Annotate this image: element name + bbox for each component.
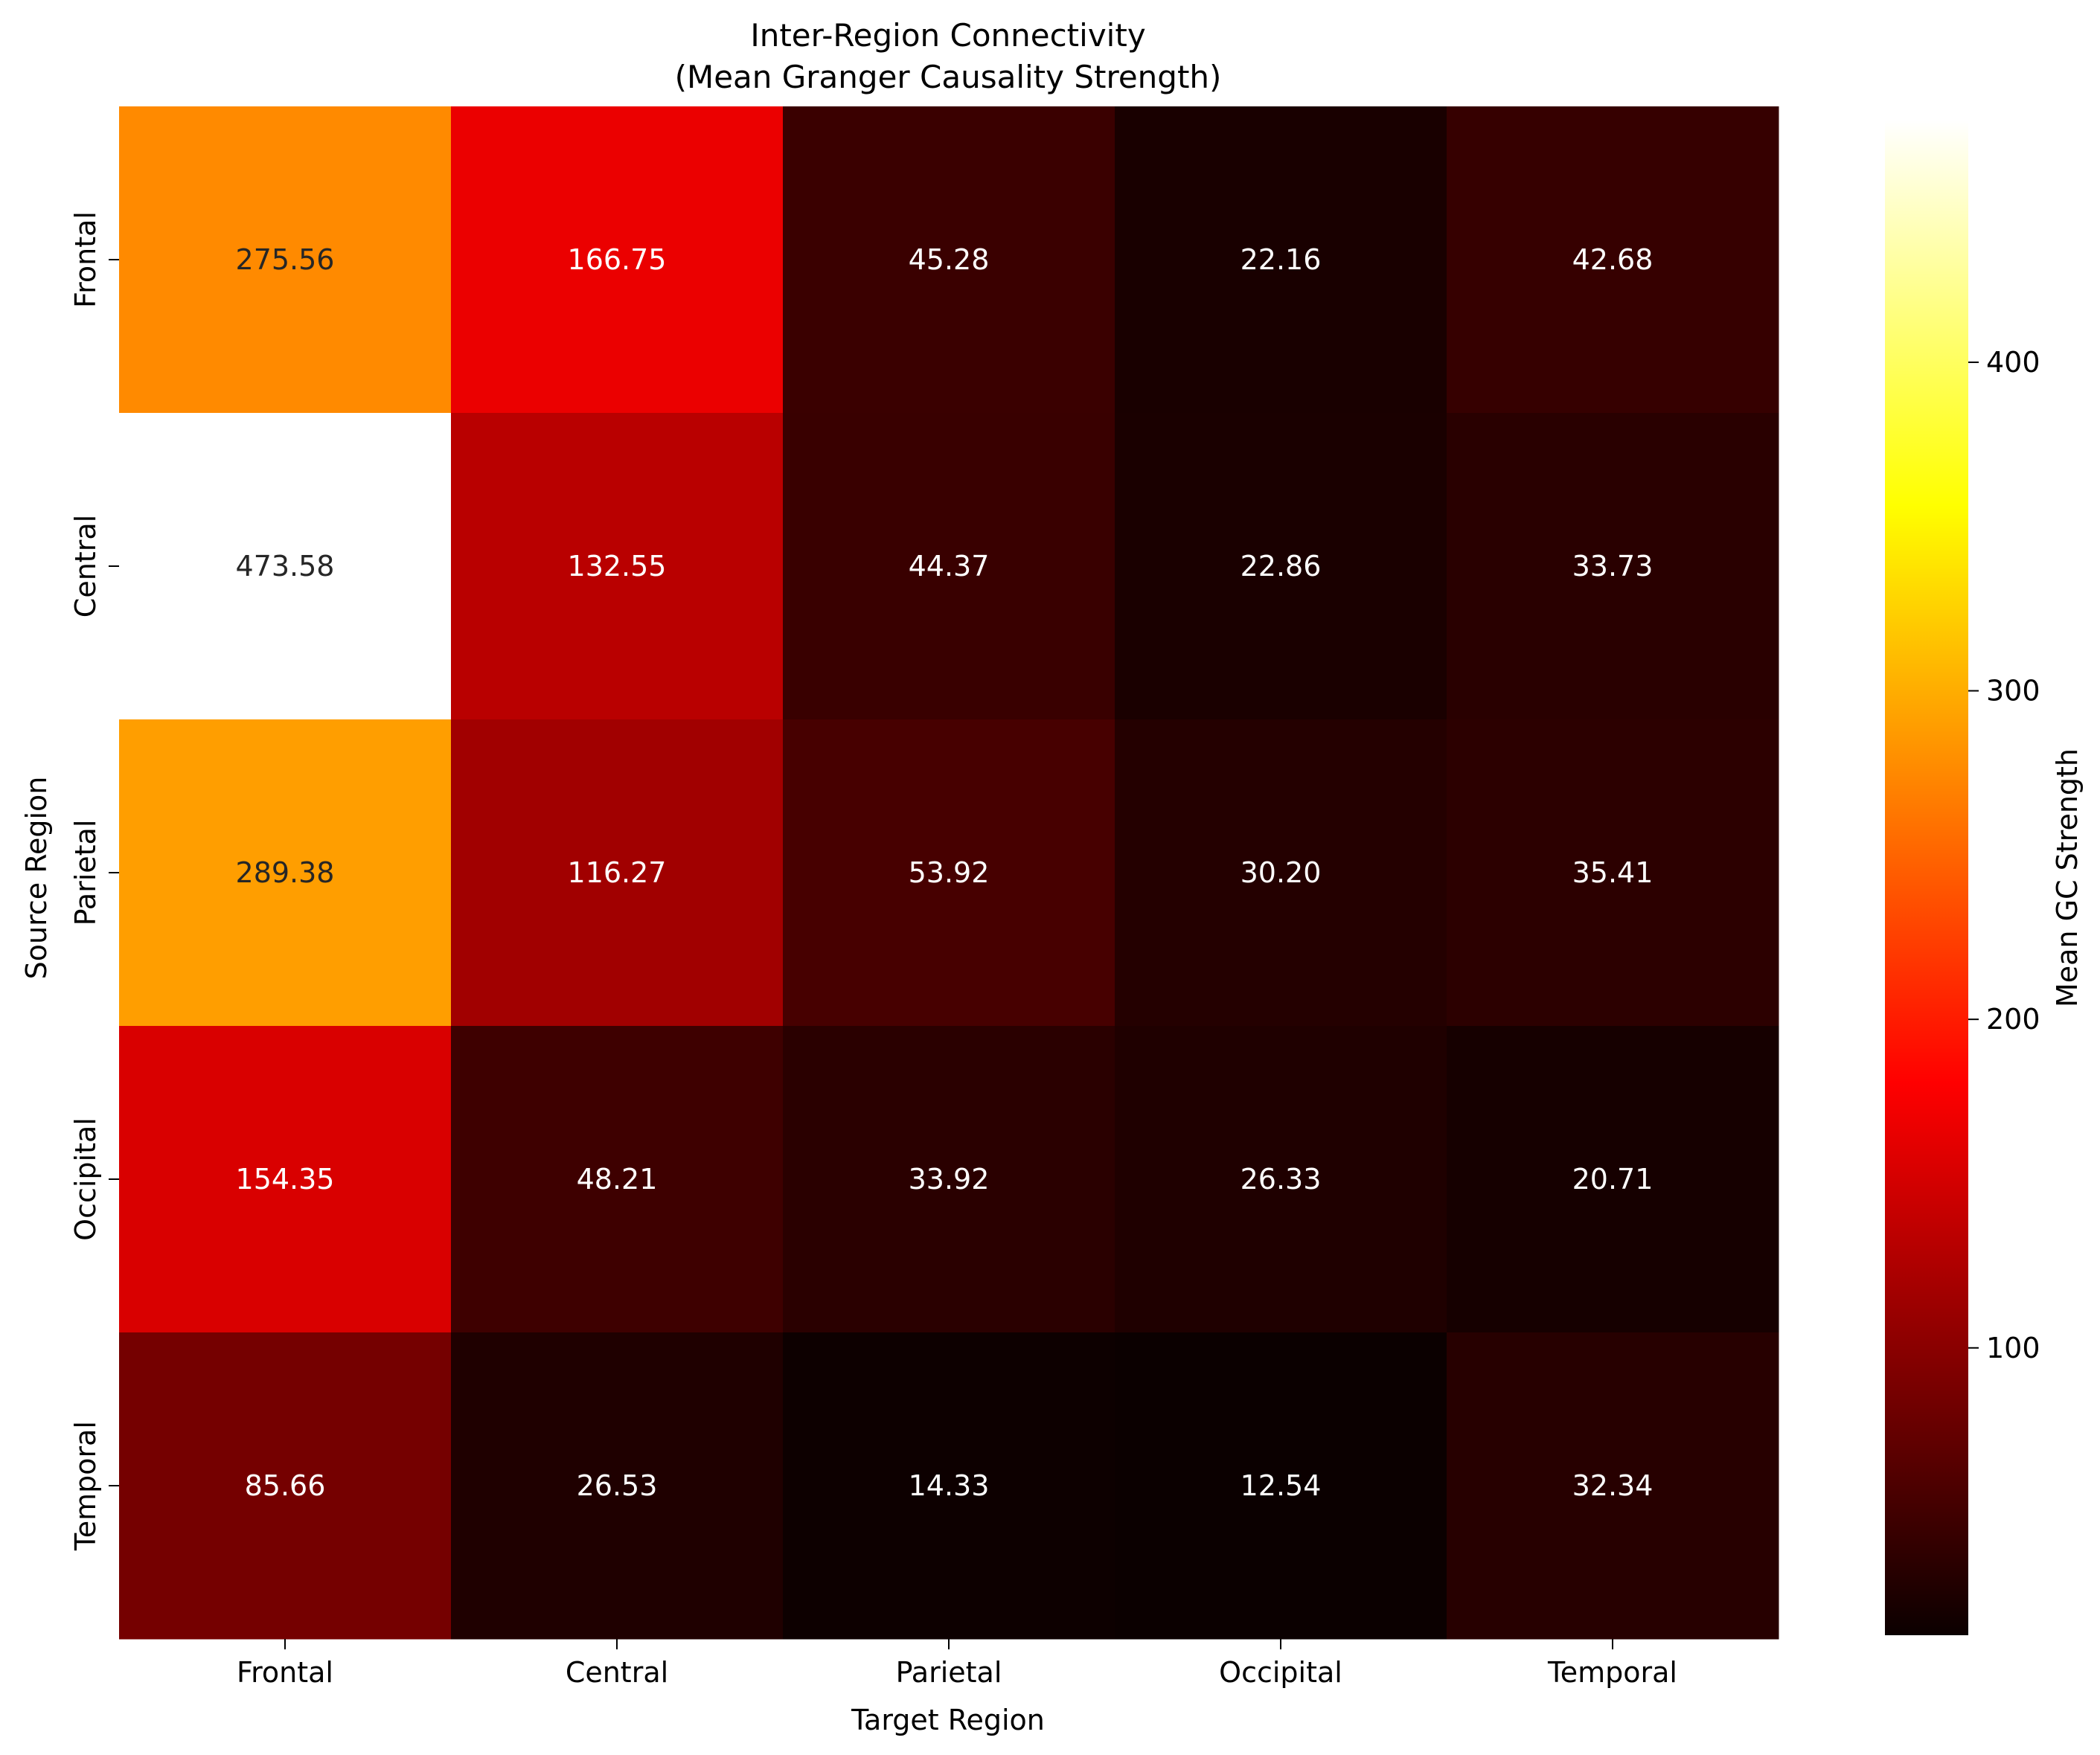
x-axis-ticks: Frontal Central Parietal Occipital Temporal bbox=[237, 1639, 1677, 1689]
x-tick-label: Occipital bbox=[1219, 1656, 1342, 1689]
heatmap-cell-occipital-frontal bbox=[119, 1026, 452, 1333]
colorbar-tick-label: 200 bbox=[1986, 1003, 2040, 1036]
heatmap-cell-frontal-central bbox=[451, 106, 784, 414]
cell-value-label: 48.21 bbox=[577, 1163, 658, 1196]
cell-value-label: 289.38 bbox=[236, 856, 335, 889]
y-tick-label: Frontal bbox=[69, 211, 102, 308]
cell-value-label: 22.86 bbox=[1241, 550, 1322, 583]
cell-value-label: 26.33 bbox=[1241, 1163, 1322, 1196]
x-axis-label: Target Region bbox=[851, 1704, 1045, 1736]
x-tick-label: Temporal bbox=[1547, 1656, 1677, 1689]
chart-title-line-1: Inter-Region Connectivity bbox=[750, 17, 1145, 54]
heatmap-cell-temporal-occipital bbox=[1115, 1332, 1447, 1640]
heatmap-cell-parietal-occipital bbox=[1115, 719, 1447, 1027]
cell-value-label: 32.34 bbox=[1572, 1469, 1654, 1502]
heatmap-cell-parietal-frontal bbox=[119, 719, 452, 1027]
cell-value-label: 20.71 bbox=[1572, 1163, 1654, 1196]
colorbar-tick-label: 400 bbox=[1986, 346, 2040, 379]
colorbar-tick-label: 300 bbox=[1986, 675, 2040, 708]
cell-value-label: 14.33 bbox=[909, 1469, 990, 1502]
cell-value-label: 53.92 bbox=[909, 856, 990, 889]
heatmap-cell-frontal-temporal bbox=[1447, 106, 1779, 414]
heatmap-cell-frontal-frontal bbox=[119, 106, 452, 414]
y-tick-label: Parietal bbox=[69, 820, 102, 926]
heatmap-cells bbox=[119, 106, 1779, 1640]
colorbar-ticks: 100 200 300 400 bbox=[1968, 346, 2040, 1364]
heatmap-cell-temporal-central bbox=[451, 1332, 784, 1640]
x-tick-label: Frontal bbox=[237, 1656, 333, 1689]
heatmap-cell-temporal-parietal bbox=[783, 1332, 1115, 1640]
heatmap-cell-temporal-temporal bbox=[1447, 1332, 1779, 1640]
colorbar-label: Mean GC Strength bbox=[2051, 748, 2084, 1007]
cell-value-label: 35.41 bbox=[1572, 856, 1654, 889]
chart-title-line-2: (Mean Granger Causality Strength) bbox=[675, 59, 1222, 95]
cell-value-label: 26.53 bbox=[577, 1469, 658, 1502]
cell-value-label: 45.28 bbox=[909, 243, 990, 276]
cell-value-label: 166.75 bbox=[568, 243, 667, 276]
heatmap-cell-central-temporal bbox=[1447, 413, 1779, 720]
cell-value-label: 44.37 bbox=[909, 550, 990, 583]
heatmap-cell-parietal-parietal bbox=[783, 719, 1115, 1027]
colorbar-tick-label: 100 bbox=[1986, 1332, 2040, 1364]
y-tick-label: Temporal bbox=[69, 1421, 102, 1551]
heatmap-cell-occipital-central bbox=[451, 1026, 784, 1333]
cell-value-label: 473.58 bbox=[236, 550, 335, 583]
heatmap-cell-occipital-temporal bbox=[1447, 1026, 1779, 1333]
x-tick-label: Parietal bbox=[896, 1656, 1002, 1689]
heatmap-cell-frontal-parietal bbox=[783, 106, 1115, 414]
y-tick-label: Central bbox=[69, 515, 102, 617]
heatmap-cell-parietal-central bbox=[451, 719, 784, 1027]
heatmap-cell-occipital-occipital bbox=[1115, 1026, 1447, 1333]
cell-value-label: 154.35 bbox=[236, 1163, 335, 1196]
heatmap-cell-labels: 275.56 166.75 45.28 22.16 42.68 473.58 132.55 4… bbox=[236, 243, 1654, 1502]
y-axis-ticks: Frontal Central Parietal Occipital Temporal bbox=[69, 211, 119, 1551]
cell-value-label: 33.92 bbox=[909, 1163, 990, 1196]
cell-value-label: 275.56 bbox=[236, 243, 335, 276]
cell-value-label: 42.68 bbox=[1572, 243, 1654, 276]
x-tick-label: Central bbox=[566, 1656, 668, 1689]
heatmap-cell-temporal-frontal bbox=[119, 1332, 452, 1640]
cell-value-label: 30.20 bbox=[1241, 856, 1322, 889]
cell-value-label: 12.54 bbox=[1241, 1469, 1322, 1502]
heatmap-cell-central-occipital bbox=[1115, 413, 1447, 720]
heatmap-cell-central-parietal bbox=[783, 413, 1115, 720]
cell-value-label: 132.55 bbox=[568, 550, 667, 583]
cell-value-label: 33.73 bbox=[1572, 550, 1654, 583]
heatmap-cell-parietal-temporal bbox=[1447, 719, 1779, 1027]
y-tick-label: Occipital bbox=[69, 1117, 102, 1241]
heatmap-cell-occipital-parietal bbox=[783, 1026, 1115, 1333]
heatmap-cell-central-frontal bbox=[119, 413, 452, 720]
colorbar bbox=[1885, 121, 1968, 1635]
cell-value-label: 85.66 bbox=[245, 1469, 326, 1502]
heatmap-cell-central-central bbox=[451, 413, 784, 720]
y-axis-label: Source Region bbox=[20, 777, 53, 980]
cell-value-label: 116.27 bbox=[568, 856, 667, 889]
heatmap-cell-frontal-occipital bbox=[1115, 106, 1447, 414]
cell-value-label: 22.16 bbox=[1241, 243, 1322, 276]
